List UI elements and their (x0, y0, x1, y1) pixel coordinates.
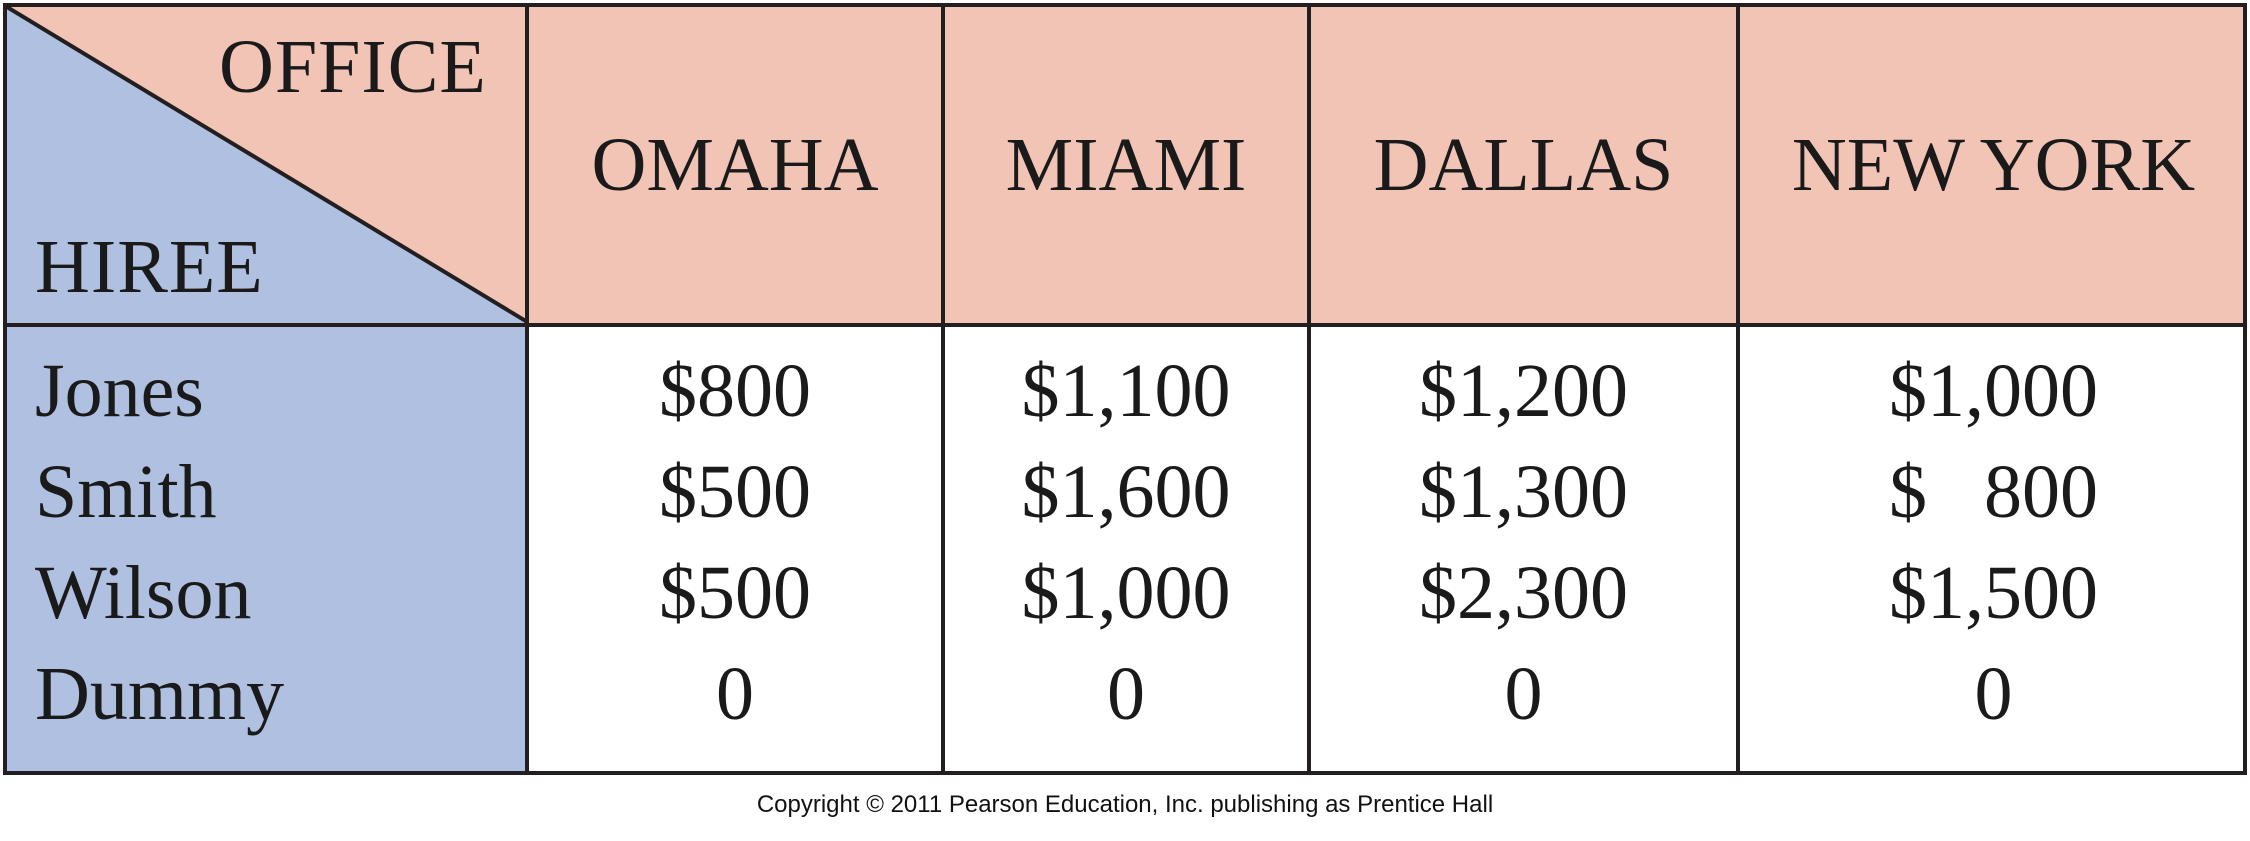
office-axis-label: OFFICE (219, 25, 487, 109)
row-header-smith: Smith (35, 450, 217, 534)
column-divider (1736, 7, 1740, 771)
column-header-new-york: NEW YORK (1791, 123, 2196, 207)
column-divider (1307, 7, 1311, 771)
column-header-omaha: OMAHA (591, 123, 879, 207)
cost-cell: $1,200 (1419, 349, 1628, 433)
cost-cell: $500 (659, 450, 811, 534)
corner-diagonal (7, 7, 529, 323)
cost-cell: $1,600 (1021, 450, 1231, 534)
column-header-miami: MIAMI (1005, 123, 1247, 207)
copyright-notice: Copyright © 2011 Pearson Education, Inc.… (756, 791, 1494, 818)
row-header-dummy: Dummy (35, 652, 285, 736)
cost-cell: $1,000 (1889, 349, 2098, 433)
column-header-dallas: DALLAS (1373, 123, 1674, 207)
cost-cell: $ 800 (1889, 450, 2098, 534)
cost-cell: $1,300 (1419, 450, 1628, 534)
cost-cell: $1,100 (1021, 349, 1231, 433)
cost-cell: $800 (659, 349, 811, 433)
cost-cell: $500 (659, 551, 811, 635)
row-header-jones: Jones (35, 349, 204, 433)
cost-cell: 0 (716, 652, 754, 736)
cost-cell: $1,000 (1021, 551, 1231, 635)
row-header-wilson: Wilson (35, 551, 252, 635)
cost-cell: 0 (1107, 652, 1145, 736)
header-divider (7, 323, 2243, 327)
assignment-cost-table: OFFICE HIREE OMAHA MIAMI DALLAS NEW YORK… (3, 3, 2247, 775)
cost-cell: $1,500 (1889, 551, 2098, 635)
cost-cell: 0 (1504, 652, 1543, 736)
column-divider (525, 7, 529, 771)
column-divider (941, 7, 945, 771)
cost-cell: 0 (1974, 652, 2013, 736)
hiree-axis-label: HIREE (35, 225, 264, 309)
cost-cell: $2,300 (1419, 551, 1628, 635)
